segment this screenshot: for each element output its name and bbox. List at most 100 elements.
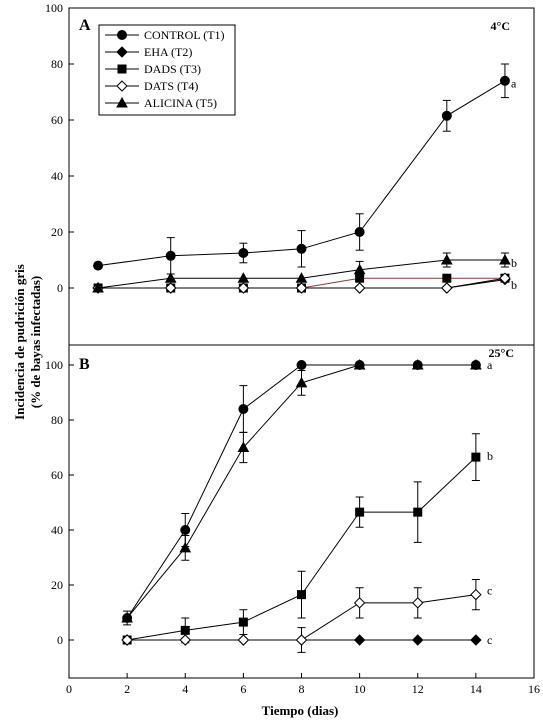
y-tick-label: 60: [51, 113, 63, 127]
y-axis-title-line1: Incidencia de pudrición gris: [12, 264, 27, 420]
data-point: [164, 272, 177, 283]
data-point: [121, 611, 133, 623]
data-point: [353, 263, 366, 275]
data-point: [471, 452, 481, 462]
data-point: [355, 507, 365, 517]
data-point: [165, 250, 176, 261]
data-point: [295, 376, 308, 388]
data-point: [353, 358, 366, 370]
x-tick-label: 6: [240, 682, 246, 696]
data-point: [238, 617, 248, 627]
data-point: [295, 634, 308, 646]
data-point: [470, 588, 482, 601]
series-dats-t4: [121, 579, 482, 653]
data-point: [92, 281, 104, 293]
x-tick-label: 0: [66, 682, 72, 696]
data-point: [237, 282, 250, 294]
data-point: [295, 282, 308, 294]
data-point: [296, 360, 307, 370]
x-tick-label: 16: [528, 682, 540, 696]
y-axis-title-line2: (% de bayas infectadas): [28, 276, 43, 409]
significance-letter: b: [511, 278, 517, 292]
data-point: [237, 634, 250, 646]
data-point: [499, 253, 511, 265]
significance-letter: c: [487, 584, 492, 598]
series-control-t1: [93, 63, 510, 275]
significance-letter: c: [487, 633, 492, 647]
data-point: [165, 282, 177, 294]
data-point: [470, 634, 482, 646]
data-point: [353, 282, 366, 294]
legend-marker: [117, 64, 127, 74]
data-point: [237, 441, 250, 452]
legend-marker: [116, 80, 128, 92]
data-point: [179, 541, 192, 553]
series-alicina-t5: [121, 358, 482, 623]
data-point: [297, 590, 306, 600]
data-point: [412, 634, 424, 646]
significance-letter: b: [487, 449, 493, 463]
y-tick-label: 60: [51, 468, 63, 482]
y-tick-label: 100: [45, 358, 63, 372]
data-point: [442, 273, 452, 283]
data-point: [412, 597, 424, 609]
data-point: [499, 75, 510, 86]
series-dads-t3: [122, 433, 481, 645]
temperature-label: 25°C: [489, 346, 514, 360]
y-tick-label: 40: [51, 523, 63, 537]
panel-label: A: [79, 17, 91, 34]
legend-label: ALICINA (T5): [144, 96, 217, 110]
data-point: [296, 243, 307, 254]
legend-label: CONTROL (T1): [144, 28, 225, 42]
y-tick-label: 0: [57, 281, 63, 295]
data-point: [441, 282, 453, 294]
significance-letter: a: [511, 77, 517, 91]
data-point: [179, 634, 191, 646]
x-tick-label: 4: [182, 682, 188, 696]
y-tick-label: 20: [51, 225, 63, 239]
data-point: [238, 248, 249, 258]
data-point: [411, 358, 424, 370]
data-point: [180, 625, 190, 635]
y-tick-label: 80: [51, 57, 63, 71]
x-tick-label: 14: [470, 682, 482, 696]
data-point: [237, 272, 250, 283]
temperature-label: 4°C: [491, 19, 510, 33]
data-point: [354, 227, 365, 237]
significance-letter: a: [487, 358, 493, 372]
y-axis-title: Incidencia de pudrición gris (% de bayas…: [12, 264, 43, 420]
y-tick-label: 80: [51, 413, 63, 427]
series-alicina-t5: [92, 252, 511, 293]
significance-letter: b: [511, 256, 517, 270]
data-point: [180, 525, 191, 535]
x-axis-title: Tiempo (dias): [262, 703, 339, 718]
legend-marker: [117, 30, 127, 40]
data-point: [121, 634, 133, 646]
legend: CONTROL (T1) EHA (T2) DADS (T3) DATS (T4) AL…: [98, 24, 236, 116]
data-point: [413, 507, 423, 517]
x-tick-label: 8: [299, 682, 305, 696]
legend-label: EHA (T2): [144, 45, 192, 59]
data-point: [238, 404, 249, 414]
data-point: [499, 272, 511, 284]
data-point: [353, 634, 366, 646]
legend-marker: [116, 96, 128, 108]
y-tick-label: 0: [57, 633, 63, 647]
x-tick-label: 12: [412, 682, 424, 696]
series-dats-t4: [92, 272, 511, 294]
data-point: [353, 597, 366, 609]
data-point: [295, 272, 308, 283]
data-point: [93, 260, 104, 271]
y-tick-label: 40: [51, 169, 63, 183]
y-tick-label: 100: [45, 1, 63, 15]
panel-a: 0 20 40 60 80 100 A 4°C a bb CONTROL (T1) EHA (T2) D…: [45, 1, 535, 346]
data-point: [441, 110, 452, 121]
panel-b: 0 20 40 60 80 100 B 25°Ca b c c 0 2 4 6 8 10 12 14 16: [45, 344, 540, 696]
legend-label: DADS (T3): [144, 62, 201, 76]
data-point: [440, 253, 453, 265]
x-tick-label: 2: [124, 682, 130, 696]
legend-label: DATS (T4): [144, 79, 198, 93]
y-tick-label: 20: [51, 578, 63, 592]
legend-marker: [116, 46, 128, 58]
